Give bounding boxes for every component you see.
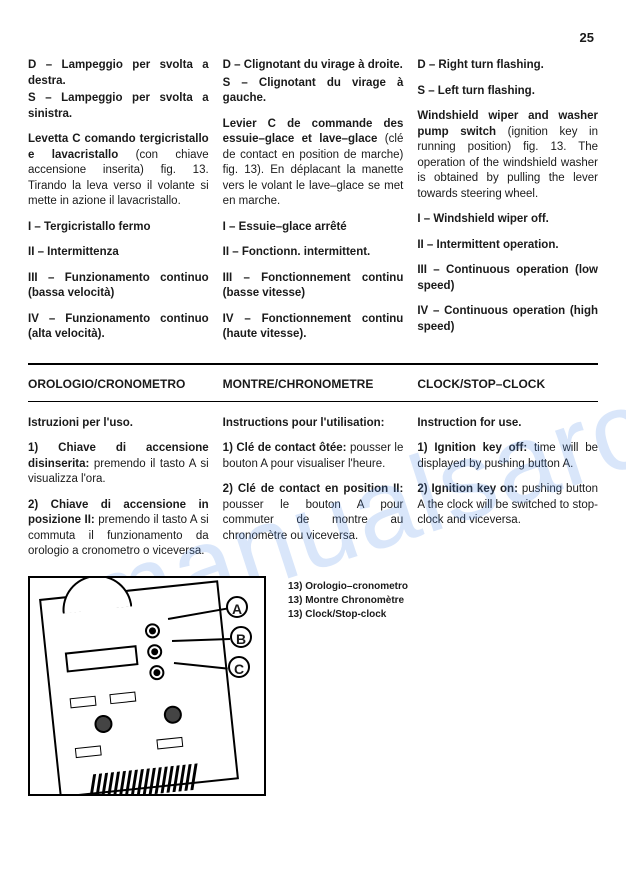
figure-13: A B C: [28, 576, 266, 796]
instr-it-head: Istruzioni per l'uso.: [28, 416, 209, 432]
callout-a: A: [226, 596, 248, 618]
divider-thin: [28, 401, 598, 402]
section-en: CLOCK/STOP–CLOCK: [417, 377, 598, 391]
fr-d: D – Clignotant du virage à droite.: [223, 59, 403, 71]
upper-columns: D – Lampeggio per svolta a destra. S – L…: [28, 58, 598, 353]
col-italian: D – Lampeggio per svolta a destra. S – L…: [28, 58, 209, 353]
it-i: I – Tergicristallo fermo: [28, 220, 209, 236]
it-ii: II – Intermittenza: [28, 245, 209, 261]
fr-i: I – Essuie–glace arrêté: [223, 220, 404, 236]
en-i: I – Windshield wiper off.: [417, 212, 598, 228]
figure-row: A B C 13) Orologio–cronometro 13) Montre…: [28, 576, 598, 796]
instruction-columns: Istruzioni per l'uso. 1) Chiave di accen…: [28, 416, 598, 570]
instr-fr: Instructions pour l'utilisation: 1) Clé …: [223, 416, 404, 570]
page-number: 25: [580, 30, 594, 45]
caption-it: 13) Orologio–cronometro: [288, 580, 408, 594]
callout-c: C: [228, 656, 250, 678]
caption-en: 13) Clock/Stop-clock: [288, 608, 408, 622]
fr-iv: IV – Fonctionnement continu (haute vites…: [223, 312, 404, 343]
it-s: S – Lampeggio per svolta a sinistra.: [28, 92, 209, 120]
it-iv: IV – Funzionamento continuo (alta veloci…: [28, 312, 209, 343]
divider-thick-top: [28, 363, 598, 365]
section-fr: MONTRE/CHRONOMETRE: [223, 377, 404, 391]
en-ii: II – Intermittent operation.: [417, 238, 598, 254]
instr-en-head: Instruction for use.: [417, 416, 598, 432]
instr-fr-head: Instructions pour l'utilisation:: [223, 416, 404, 432]
instr-en: Instruction for use. 1) Ignition key off…: [417, 416, 598, 570]
en-s: S – Left turn flashing.: [417, 85, 535, 97]
it-iii: III – Funzionamento continuo (bassa velo…: [28, 271, 209, 302]
instr-fr-2b: pousser le bouton A pour commuter de mon…: [223, 499, 404, 542]
section-it: OROLOGIO/CRONOMETRO: [28, 377, 209, 391]
callout-b: B: [230, 626, 252, 648]
section-head-row: OROLOGIO/CRONOMETRO MONTRE/CHRONOMETRE C…: [28, 373, 598, 395]
en-d: D – Right turn flashing.: [417, 59, 544, 71]
instr-en-2a: 2) Ignition key on:: [417, 483, 518, 495]
col-english: D – Right turn flashing. S – Left turn f…: [417, 58, 598, 353]
it-d: D – Lampeggio per svolta a destra.: [28, 59, 209, 87]
instr-fr-2a: 2) Clé de contact en position II:: [223, 483, 404, 495]
col-french: D – Clignotant du virage à droite. S – C…: [223, 58, 404, 353]
caption-fr: 13) Montre Chronomètre: [288, 594, 408, 608]
en-iv: IV – Continuous operation (high speed): [417, 304, 598, 335]
fr-s: S – Clignotant du virage à gauche.: [223, 77, 404, 105]
instr-it: Istruzioni per l'uso. 1) Chiave di accen…: [28, 416, 209, 570]
figure-caption: 13) Orologio–cronometro 13) Montre Chron…: [288, 580, 408, 796]
fr-iii: III – Fonctionnement continu (basse vite…: [223, 271, 404, 302]
instr-fr-1a: 1) Clé de contact ôtée:: [223, 442, 347, 454]
fr-ii: II – Fonctionn. intermittent.: [223, 245, 404, 261]
instr-en-1a: 1) Ignition key off:: [417, 442, 527, 454]
en-iii: III – Continuous operation (low speed): [417, 263, 598, 294]
